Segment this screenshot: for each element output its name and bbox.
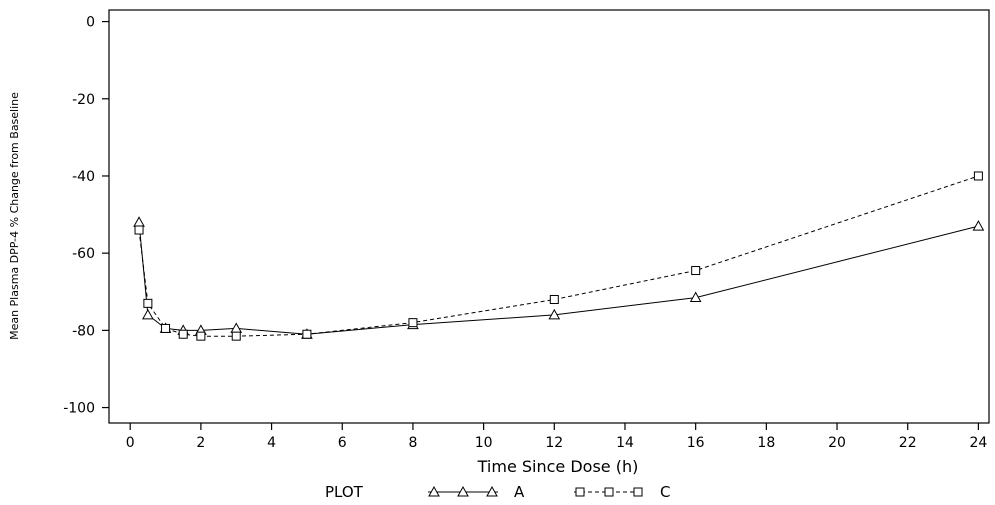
x-tick-label: 0 (126, 435, 135, 451)
series-a-point (972, 220, 985, 231)
series-c-point (143, 298, 153, 308)
series-c-point (161, 323, 171, 333)
series-a (133, 216, 985, 339)
series-c-point (408, 318, 418, 328)
plot-frame (108, 9, 990, 424)
x-tick-label: 12 (545, 435, 563, 451)
y-tick-label: 0 (86, 15, 95, 31)
legend-swatch-marker (457, 485, 469, 497)
legend-swatch-marker (633, 487, 643, 497)
y-tick-label: -20 (72, 92, 95, 108)
series-layer (133, 171, 985, 341)
series-c-point (691, 266, 701, 276)
x-tick-label: 20 (828, 435, 846, 451)
legend-item-c: C (574, 483, 670, 501)
series-c-point (134, 225, 144, 235)
x-tick-label: 8 (408, 435, 417, 451)
y-axis-title: Mean Plasma DPP-4 % Change from Baseline (8, 92, 21, 340)
x-tick-label: 2 (196, 435, 205, 451)
legend: PLOT A C (325, 483, 670, 501)
series-c-point (178, 329, 188, 339)
series-c-point (196, 331, 206, 341)
legend-swatch-marker (428, 485, 440, 497)
series-c-point (302, 329, 312, 339)
y-tick-label: -60 (72, 246, 95, 262)
x-tick-label: 18 (757, 435, 775, 451)
series-c-point (231, 331, 241, 341)
y-tick-label: -80 (72, 323, 95, 339)
x-axis-ticks: 0 2 4 6 8 10 12 14 16 18 20 22 24 (126, 423, 987, 451)
legend-swatch-marker (604, 487, 614, 497)
series-c-point (973, 171, 983, 181)
legend-label: C (660, 483, 670, 501)
y-axis-ticks: 0 -20 -40 -60 -80 -100 (63, 15, 109, 417)
x-axis-title: Time Since Dose (h) (477, 457, 639, 476)
x-tick-label: 14 (616, 435, 634, 451)
x-tick-label: 6 (338, 435, 347, 451)
y-tick-label: -40 (72, 169, 95, 185)
series-c-point (549, 294, 559, 304)
legend-label: A (514, 483, 525, 501)
x-tick-label: 22 (899, 435, 917, 451)
legend-swatch-marker (575, 487, 585, 497)
legend-item-a: A (428, 483, 525, 501)
series-c-line (138, 175, 979, 337)
series-c (134, 171, 983, 341)
y-tick-label: -100 (63, 401, 95, 417)
x-tick-label: 10 (475, 435, 493, 451)
series-a-point (142, 308, 154, 320)
series-a-point (230, 322, 243, 333)
series-a-point (133, 216, 145, 227)
series-a-point (548, 308, 561, 320)
legend-title: PLOT (325, 483, 364, 501)
x-tick-label: 4 (267, 435, 276, 451)
legend-swatch-marker (486, 485, 498, 497)
x-tick-label: 16 (687, 435, 705, 451)
x-tick-label: 24 (969, 435, 987, 451)
series-a-point (689, 291, 702, 303)
